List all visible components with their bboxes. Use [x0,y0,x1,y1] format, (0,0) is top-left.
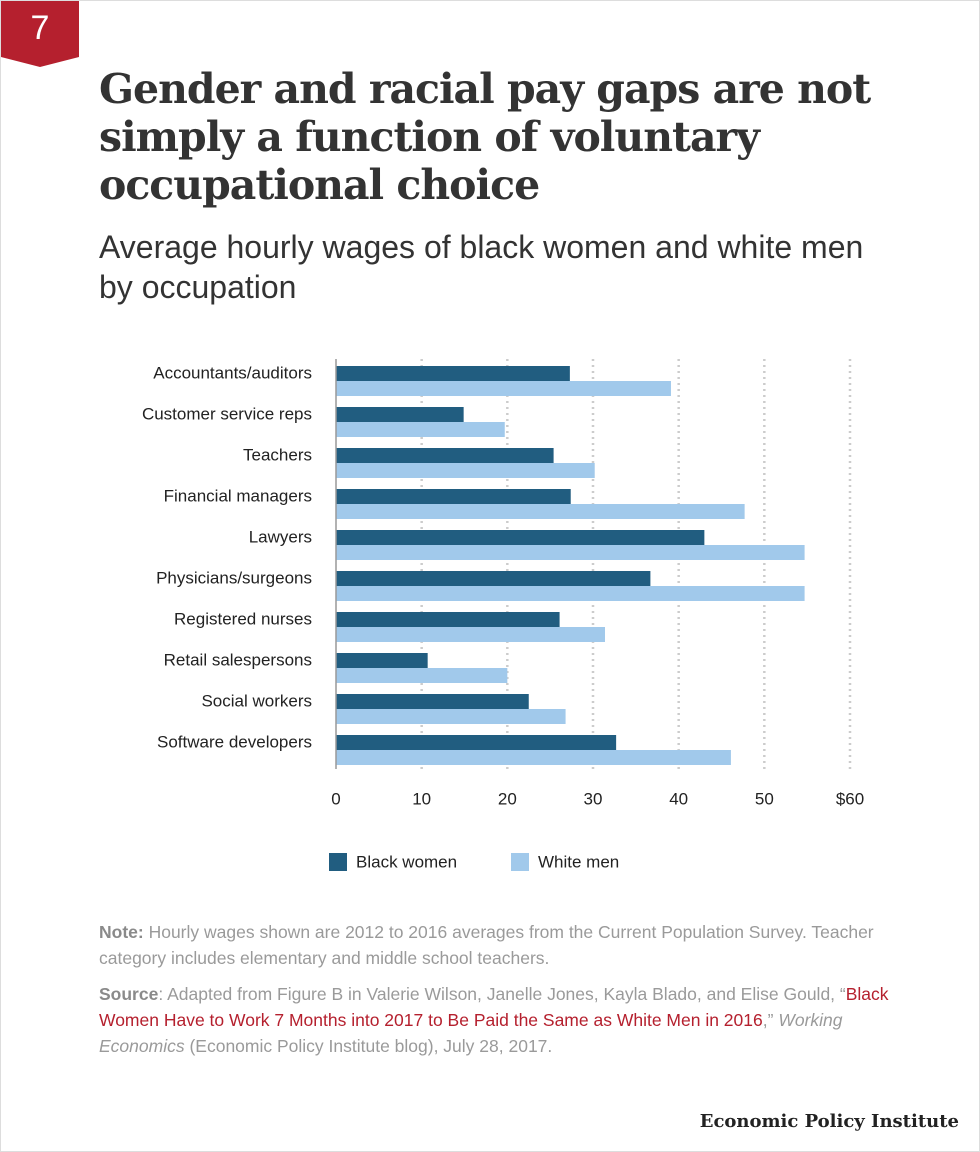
footer: Economic Policy Institute [699,1111,959,1132]
x-tick-label: 50 [755,789,774,808]
source: Source: Adapted from Figure B in Valerie… [99,981,889,1059]
bar [336,612,560,627]
bar [336,735,617,750]
bar [336,750,731,765]
x-tick-label: $60 [836,789,864,808]
legend-swatch [329,853,347,871]
bar [336,627,605,642]
x-tick-label: 30 [584,789,603,808]
legend-label: Black women [356,852,457,871]
y-tick-label: Retail salespersons [164,650,312,669]
bar [336,571,651,586]
y-tick-label: Teachers [243,445,312,464]
note: Note: Hourly wages shown are 2012 to 201… [99,919,889,971]
x-tick-label: 40 [669,789,688,808]
bar [336,407,464,422]
source-link[interactable]: Black Women Have to Work 7 Months into 2… [99,984,889,1030]
bar [336,381,671,396]
x-tick-label: 20 [498,789,517,808]
legend-label: White men [538,852,619,871]
bar [336,504,745,519]
bar [336,530,705,545]
note-label: Note: [99,922,144,942]
x-tick-label: 0 [331,789,340,808]
bar [336,489,571,504]
y-tick-label: Software developers [157,732,312,751]
y-tick-label: Lawyers [249,527,312,546]
y-tick-label: Registered nurses [174,609,312,628]
bar [336,366,570,381]
bar [336,653,428,668]
source-italic: Working Economics [99,1010,843,1056]
legend-swatch [511,853,529,871]
bar [336,448,554,463]
badge-number: 7 [31,9,50,47]
y-tick-label: Accountants/auditors [153,363,312,382]
bar [336,709,566,724]
badge-shape [1,1,79,67]
source-label: Source [99,984,159,1004]
chart-title: Gender and racial pay gaps are not simpl… [99,65,871,209]
source-text: : Adapted from Figure B in Valerie Wilso… [158,984,846,1004]
note-text: Hourly wages shown are 2012 to 2016 aver… [99,922,874,968]
bar [336,545,805,560]
y-tick-label: Customer service reps [142,404,312,423]
chart-subtitle: Average hourly wages of black women and … [99,229,864,305]
bar [336,586,805,601]
bar [336,422,505,437]
bar [336,463,595,478]
badge: 7 [1,1,79,67]
source-text: ,” [762,1010,779,1030]
y-tick-label: Financial managers [164,486,312,505]
source-text: (Economic Policy Institute blog), July 2… [184,1036,553,1056]
y-tick-label: Social workers [201,691,312,710]
chart: 0 10 20 30 40 50 $60 Accountants/auditors Custom… [142,359,864,871]
bar [336,694,529,709]
y-tick-label: Physicians/surgeons [156,568,312,587]
x-tick-label: 10 [412,789,431,808]
bar [336,668,508,683]
